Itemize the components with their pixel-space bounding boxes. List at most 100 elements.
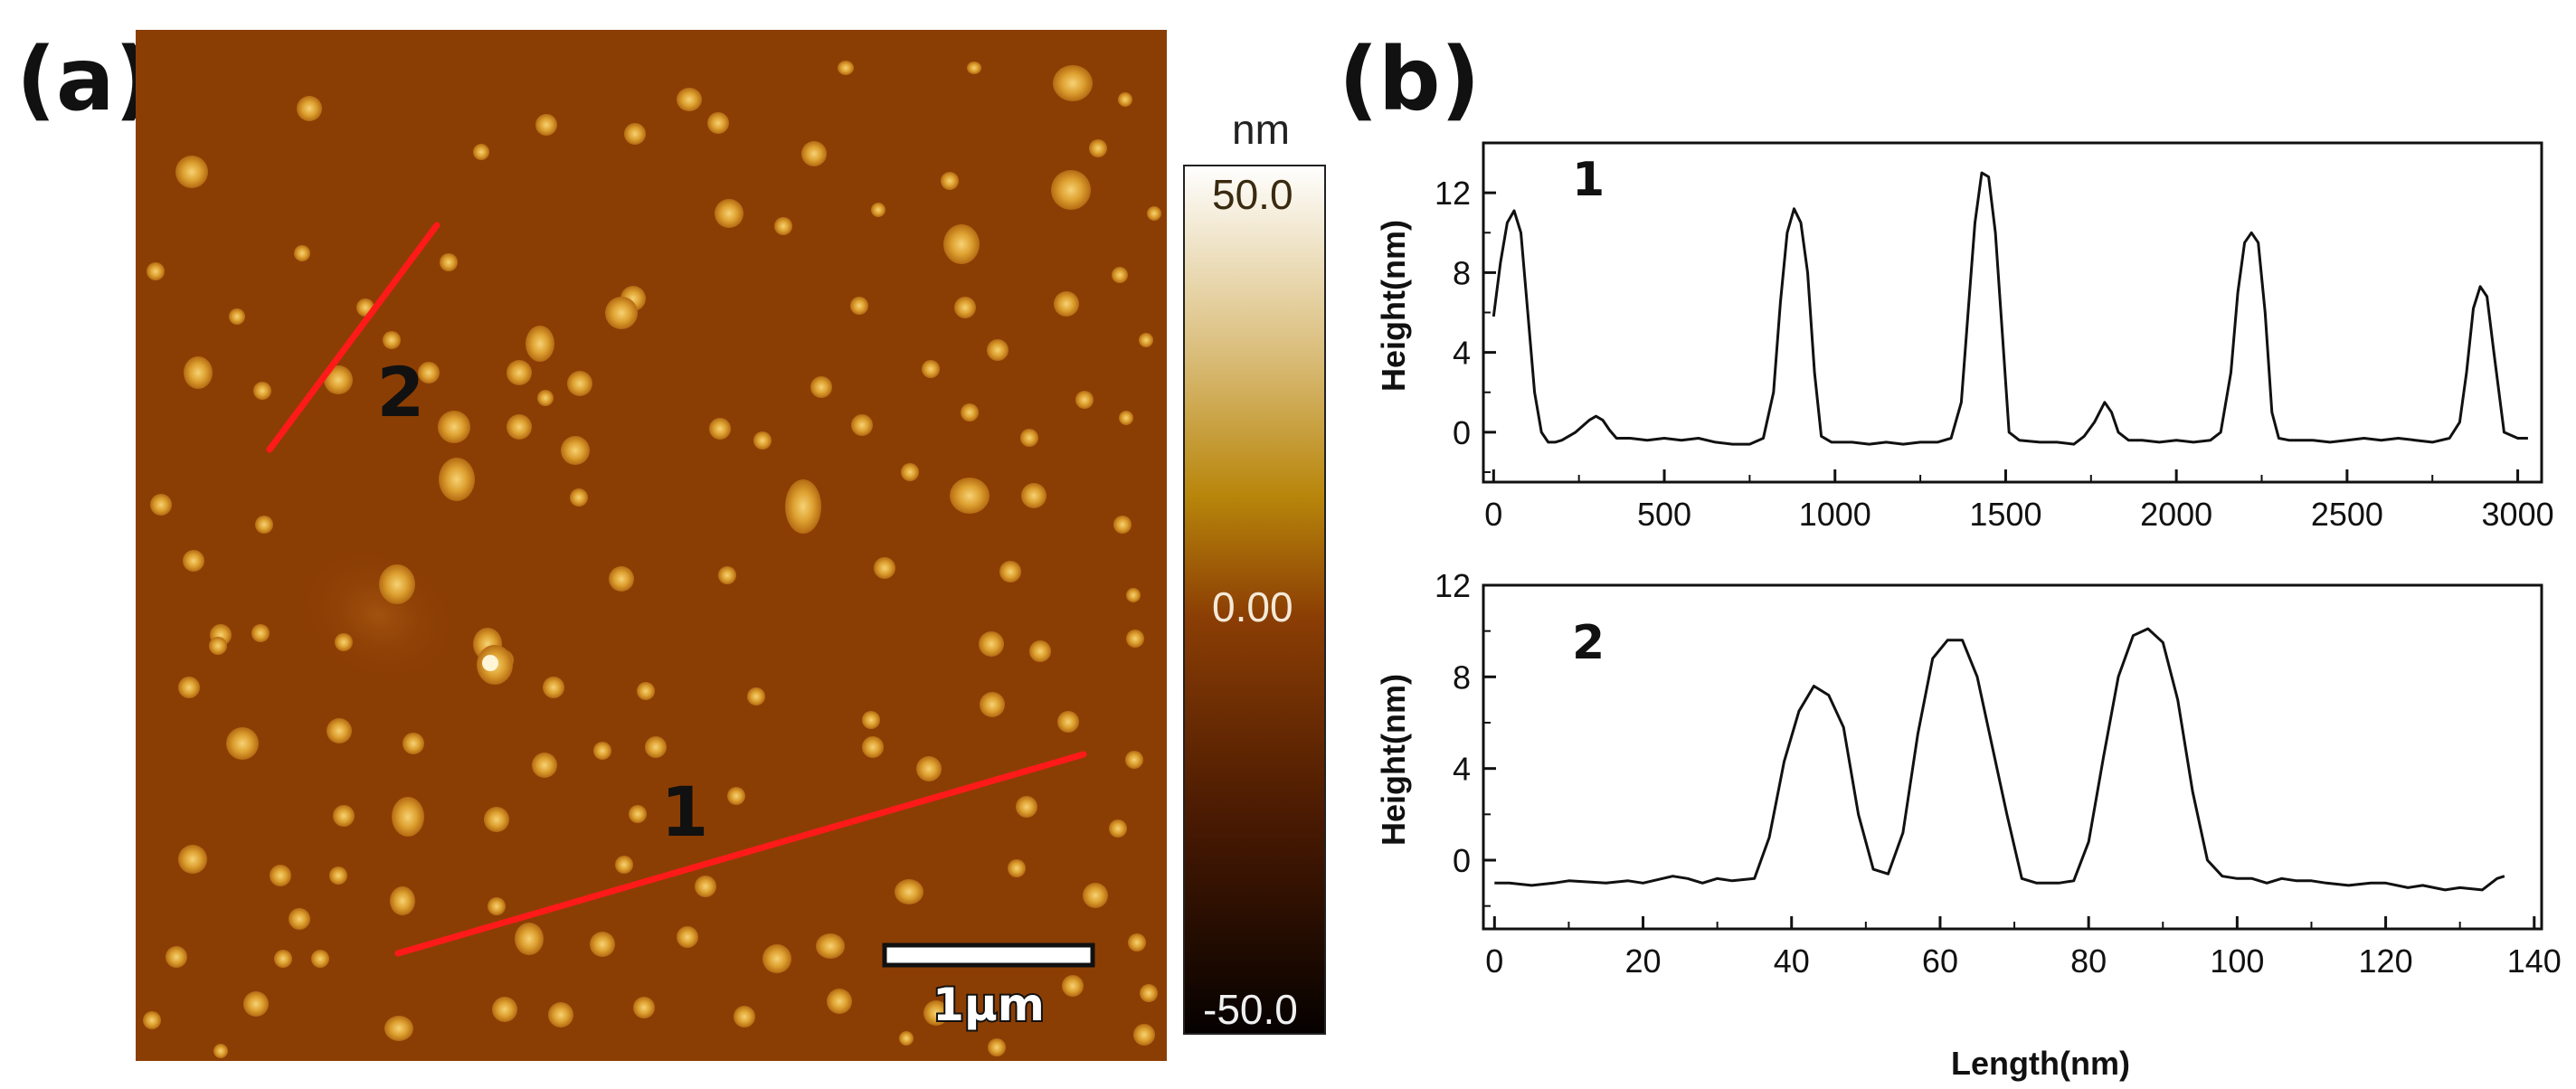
afm-particle xyxy=(178,845,207,874)
x-tick-label: 2500 xyxy=(2311,496,2383,533)
colorbar-mid: 0.00 xyxy=(1212,583,1293,630)
afm-particle xyxy=(229,308,245,325)
y-tick-label: 12 xyxy=(1435,567,1471,604)
afm-particle xyxy=(384,1016,413,1041)
afm-particle xyxy=(999,561,1021,582)
afm-particle xyxy=(609,566,634,592)
afm-particle xyxy=(695,876,716,897)
afm-particle xyxy=(816,933,845,959)
x-tick-label: 0 xyxy=(1484,496,1502,533)
x-tick-label: 1500 xyxy=(1969,496,2041,533)
colorbar-min: -50.0 xyxy=(1203,986,1298,1033)
afm-particle xyxy=(1089,139,1107,157)
height-profile-line xyxy=(1494,627,2505,892)
afm-particle xyxy=(327,718,352,743)
afm-particle xyxy=(492,997,517,1022)
afm-particle xyxy=(987,339,1009,361)
afm-particle xyxy=(251,624,270,642)
x-tick-label: 40 xyxy=(1774,942,1810,980)
y-tick-label: 4 xyxy=(1453,335,1471,372)
x-tick-label: 2000 xyxy=(2140,496,2212,533)
afm-particle xyxy=(383,331,401,349)
afm-particle xyxy=(1119,411,1133,425)
afm-particle xyxy=(543,677,564,698)
afm-particle xyxy=(979,631,1004,657)
afm-particle xyxy=(567,371,592,396)
plot-1: 0 4 8 12 0 500 1000 1500 2000 2500 3000 xyxy=(1435,141,2554,533)
afm-particle xyxy=(294,245,310,261)
afm-background xyxy=(136,30,1167,1061)
afm-particle xyxy=(810,376,832,398)
y-tick-label: 0 xyxy=(1453,414,1471,451)
afm-particle xyxy=(184,356,213,389)
plot-frame xyxy=(1482,141,2543,484)
x-tick-label: 20 xyxy=(1625,942,1662,980)
afm-particle xyxy=(270,865,291,886)
colorbar-max: 50.0 xyxy=(1212,171,1293,218)
afm-particle xyxy=(150,494,172,516)
afm-particle xyxy=(629,805,647,823)
afm-particle xyxy=(988,1038,1006,1056)
afm-particle xyxy=(1126,630,1144,648)
afm-particle xyxy=(1140,984,1158,1002)
afm-particle xyxy=(526,326,554,362)
x-tick-label: 80 xyxy=(2070,942,2107,980)
afm-particle xyxy=(762,944,791,973)
afm-particle xyxy=(753,431,772,450)
afm-particle xyxy=(1029,640,1051,662)
afm-particle xyxy=(324,365,353,394)
afm-particle xyxy=(1062,975,1084,997)
afm-particle xyxy=(335,633,353,651)
afm-particle xyxy=(850,297,868,315)
afm-particle xyxy=(1112,267,1128,283)
scan-line-1-label: 1 xyxy=(661,772,709,852)
plot-2-panel-label: 2 xyxy=(1572,616,1605,670)
afm-particle xyxy=(561,436,590,465)
afm-particle xyxy=(1053,65,1093,101)
afm-particle xyxy=(1020,429,1038,447)
afm-particle xyxy=(570,488,588,507)
plot-2-ylabel: Height(nm) xyxy=(1375,674,1412,846)
afm-particle xyxy=(507,360,532,385)
afm-particle xyxy=(1008,859,1026,877)
afm-particle xyxy=(943,224,980,264)
afm-particle-highlight xyxy=(482,655,498,671)
plot-1-ylabel: Height(nm) xyxy=(1375,220,1412,392)
afm-particle xyxy=(297,96,322,121)
afm-particle xyxy=(677,88,702,111)
afm-particle xyxy=(253,382,271,400)
afm-particle xyxy=(923,1000,949,1026)
afm-particle xyxy=(633,997,655,1018)
afm-particle xyxy=(213,1044,228,1058)
afm-particle xyxy=(473,144,489,160)
x-tick-label: 0 xyxy=(1485,942,1503,980)
afm-particle xyxy=(899,1031,914,1046)
afm-particle xyxy=(178,677,200,698)
afm-particle xyxy=(715,199,743,228)
panel-b-label: (b) xyxy=(1339,29,1481,130)
afm-particle xyxy=(916,756,942,781)
x-tick-label: 1000 xyxy=(1799,496,1871,533)
afm-particle xyxy=(243,991,269,1017)
x-tick-label: 60 xyxy=(1922,942,1958,980)
plot-2-xlabel: Length(nm) xyxy=(1951,1045,2130,1082)
afm-particle xyxy=(1057,711,1079,733)
afm-particle xyxy=(1075,391,1094,409)
afm-particle xyxy=(1128,933,1146,952)
afm-particle xyxy=(1109,819,1127,838)
colorbar-unit: nm xyxy=(1232,106,1290,153)
afm-particle xyxy=(895,879,923,904)
afm-particle xyxy=(874,557,895,579)
afm-particle xyxy=(440,253,458,271)
afm-particle xyxy=(1126,588,1141,602)
afm-particle xyxy=(329,866,347,885)
afm-particle xyxy=(379,564,415,604)
afm-particle xyxy=(1083,883,1108,908)
y-tick-label: 12 xyxy=(1435,175,1471,212)
afm-particle xyxy=(1054,291,1079,317)
afm-particle xyxy=(605,297,638,329)
x-tick-label: 500 xyxy=(1637,496,1691,533)
